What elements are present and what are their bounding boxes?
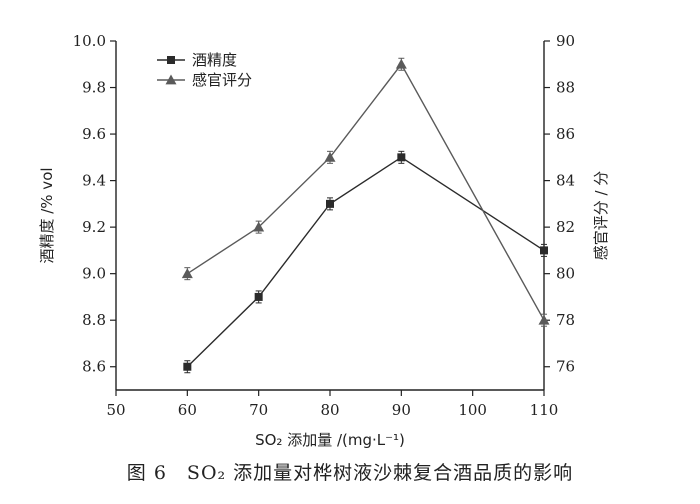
x-tick-label: 90 — [392, 401, 411, 419]
series-sensory — [181, 57, 550, 327]
series-line — [186, 62, 545, 321]
data-point-triangle — [538, 314, 550, 325]
figure-caption: 图 6 SO₂ 添加量对桦树液沙棘复合酒品质的影响 — [126, 462, 574, 484]
right-y-tick-label: 90 — [556, 32, 575, 50]
data-point-triangle — [181, 268, 193, 279]
right-y-tick-label: 86 — [556, 125, 575, 143]
left-y-tick-label: 10.0 — [73, 32, 106, 50]
series-alcohol — [183, 150, 548, 374]
series-layer — [181, 57, 550, 374]
legend-item: 感官评分 — [157, 71, 252, 89]
left-y-tick-label: 9.4 — [82, 172, 106, 190]
left-y-axis-title: 酒精度 /% vol — [38, 167, 56, 263]
left-y-tick-label: 8.6 — [82, 358, 106, 376]
data-point-square — [540, 246, 548, 255]
data-point-triangle — [253, 221, 265, 232]
left-y-tick-label: 9.8 — [82, 79, 106, 97]
data-point-square — [183, 362, 192, 371]
right-y-tick-label: 76 — [556, 358, 575, 376]
x-tick-label: 50 — [106, 401, 125, 419]
series-line — [186, 156, 545, 368]
legend-label: 感官评分 — [192, 71, 252, 89]
x-tick-label: 100 — [458, 401, 487, 419]
chart-axes — [115, 41, 545, 391]
data-point-square — [167, 56, 175, 64]
x-tick-label: 60 — [178, 401, 197, 419]
right-y-tick-label: 82 — [556, 218, 575, 236]
x-axis-ticks: 50 60 70 80 90 100 110 — [106, 390, 558, 419]
data-point-square — [254, 292, 263, 301]
right-y-tick-label: 84 — [556, 172, 575, 190]
data-point-triangle — [324, 151, 336, 162]
legend-label: 酒精度 — [192, 51, 237, 69]
data-point-triangle — [165, 74, 177, 85]
left-y-tick-label: 9.6 — [82, 125, 106, 143]
x-tick-label: 70 — [249, 401, 268, 419]
left-y-tick-label: 9.0 — [82, 265, 106, 283]
left-y-axis-ticks: 8.6 8.8 9.0 9.2 9.4 9.6 9.8 10.0 — [73, 32, 116, 376]
right-y-axis-ticks: 76 78 80 82 84 86 88 90 — [544, 32, 575, 376]
right-y-tick-label: 78 — [556, 311, 575, 329]
x-axis-title: SO₂ 添加量 /(mg·L⁻¹) — [255, 431, 405, 449]
x-tick-label: 80 — [320, 401, 339, 419]
left-y-tick-label: 9.2 — [82, 218, 106, 236]
right-y-tick-label: 88 — [556, 79, 575, 97]
data-point-square — [326, 199, 334, 208]
right-y-axis-title: 感官评分 / 分 — [592, 171, 610, 261]
data-point-triangle — [395, 58, 407, 69]
right-y-tick-label: 80 — [556, 265, 575, 283]
data-point-square — [397, 153, 406, 162]
x-tick-label: 110 — [530, 401, 559, 419]
legend-item: 酒精度 — [157, 51, 237, 69]
left-y-tick-label: 8.8 — [82, 311, 106, 329]
